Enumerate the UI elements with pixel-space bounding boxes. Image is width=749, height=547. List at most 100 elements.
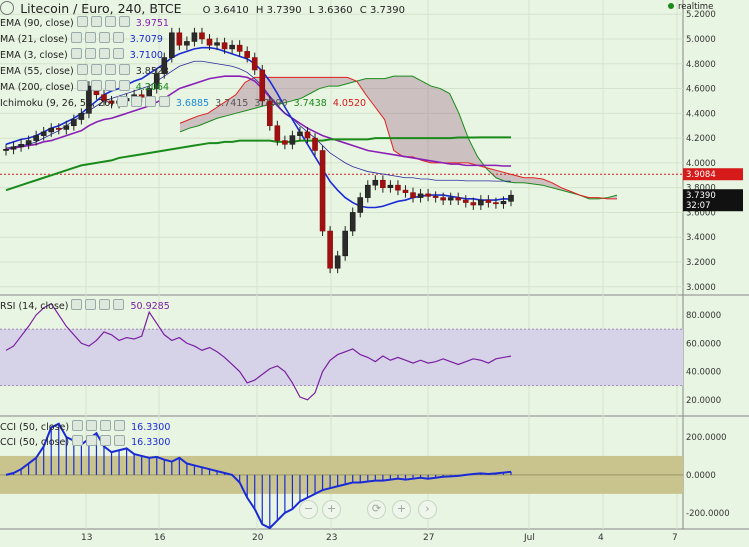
- indicator-value: 3.7100: [129, 50, 163, 61]
- indicator-legend-row[interactable]: EMA (90, close) 3.9751: [0, 16, 169, 31]
- cci-legend-row[interactable]: CCI (50, close) 16.3300: [0, 420, 170, 435]
- eye-icon[interactable]: [116, 96, 128, 107]
- close-icon[interactable]: [104, 80, 116, 91]
- realtime-indicator: realtime: [668, 2, 713, 12]
- candle: [387, 184, 394, 188]
- eye-icon[interactable]: [72, 435, 84, 446]
- close-icon[interactable]: [99, 299, 111, 310]
- price-tag-last: [683, 189, 743, 212]
- close-icon[interactable]: [100, 420, 112, 431]
- indicator-extra-value: 3.7390: [254, 98, 288, 109]
- candle: [372, 179, 379, 186]
- cci-axis-tick: 0.0000: [686, 471, 716, 481]
- indicator-legend-row[interactable]: EMA (3, close) 3.7100: [0, 48, 163, 63]
- cci-legend-row[interactable]: CCI (50, close) 16.3300: [0, 435, 170, 450]
- candle: [342, 230, 348, 257]
- candle: [108, 100, 115, 104]
- realtime-dot-icon: [668, 3, 674, 9]
- more-icon[interactable]: [112, 48, 124, 59]
- candle: [153, 73, 160, 89]
- gear-icon[interactable]: [84, 32, 96, 43]
- close-icon[interactable]: [104, 16, 116, 27]
- time-axis-tick: 20: [252, 533, 264, 543]
- gear-icon[interactable]: [86, 435, 98, 446]
- gear-icon[interactable]: [90, 64, 102, 75]
- ma-200-line: [5, 136, 511, 192]
- indicator-legend-row[interactable]: EMA (55, close) 3.8523: [0, 64, 169, 79]
- candle: [101, 94, 107, 102]
- nav-button-scroll-right[interactable]: ›: [418, 500, 437, 519]
- gear-icon[interactable]: [130, 96, 142, 107]
- candle: [206, 38, 213, 46]
- gear-icon[interactable]: [85, 299, 97, 310]
- candle: [161, 57, 168, 74]
- gear-icon[interactable]: [90, 16, 102, 27]
- close-icon[interactable]: [98, 48, 110, 59]
- indicator-label: Ichimoku (9, 26, 52, 26): [0, 98, 114, 109]
- symbol-title[interactable]: Litecoin / Euro, 240, BTCE: [20, 1, 182, 16]
- indicator-legend-row[interactable]: MA (200, close) 4.2064: [0, 80, 169, 95]
- gear-icon[interactable]: [90, 80, 102, 91]
- cci-value: 16.3300: [131, 422, 171, 433]
- candle: [289, 135, 296, 145]
- eye-icon[interactable]: [72, 420, 84, 431]
- price-tag-last-text: 3.7390: [686, 191, 716, 201]
- candle: [3, 148, 9, 151]
- senkou-span-a: [179, 75, 618, 200]
- close-icon[interactable]: [104, 64, 116, 75]
- ohlc-open-value: 3.6410: [213, 5, 249, 16]
- eye-icon[interactable]: [76, 64, 88, 75]
- close-icon[interactable]: [100, 435, 112, 446]
- nav-button-zoom-in[interactable]: +: [322, 500, 341, 519]
- candle: [327, 230, 333, 269]
- close-icon[interactable]: [144, 96, 156, 107]
- close-icon[interactable]: [98, 32, 110, 43]
- price-axis-tick: 3.8000: [686, 184, 716, 194]
- nav-button-reset[interactable]: ⟳: [367, 500, 386, 519]
- rsi-axis-tick: 80.0000: [686, 311, 721, 321]
- eye-icon[interactable]: [76, 80, 88, 91]
- ohlc-high-key: H: [255, 5, 264, 16]
- nav-button-zoom-in-2[interactable]: +: [392, 500, 411, 519]
- eye-icon[interactable]: [70, 48, 82, 59]
- rsi-legend-row[interactable]: RSI (14, close) 50.9285: [0, 299, 170, 314]
- indicator-extra-value: 3.7438: [293, 98, 327, 109]
- indicator-value: 4.2064: [135, 82, 170, 93]
- gear-icon[interactable]: [84, 48, 96, 59]
- gear-icon[interactable]: [86, 420, 98, 431]
- ema-90-line: [5, 75, 511, 167]
- more-icon[interactable]: [114, 435, 126, 446]
- more-icon[interactable]: [118, 16, 130, 27]
- indicator-legend-row[interactable]: MA (21, close) 3.7079: [0, 32, 163, 47]
- time-axis-tick: 16: [154, 533, 166, 543]
- more-icon[interactable]: [118, 80, 130, 91]
- candle: [470, 202, 477, 206]
- candle: [417, 193, 424, 198]
- time-axis-tick: 27: [423, 533, 434, 543]
- ohlc-close-key: C: [359, 5, 367, 16]
- eye-icon[interactable]: [70, 32, 82, 43]
- more-icon[interactable]: [114, 420, 126, 431]
- cci-label: CCI (50, close): [0, 422, 70, 433]
- more-icon[interactable]: [112, 32, 124, 43]
- eye-icon[interactable]: [71, 299, 83, 310]
- more-icon[interactable]: [113, 299, 125, 310]
- more-icon[interactable]: [118, 64, 130, 75]
- price-axis-tick: 4.4000: [686, 109, 716, 119]
- candle: [251, 57, 258, 71]
- candle: [244, 51, 250, 58]
- indicator-label: EMA (55, close): [0, 66, 74, 77]
- candle: [214, 42, 220, 46]
- candle: [349, 212, 356, 232]
- cci-label: CCI (50, close): [0, 437, 70, 448]
- more-icon[interactable]: [158, 96, 170, 107]
- candle: [229, 44, 235, 50]
- indicator-legend-row[interactable]: Ichimoku (9, 26, 52, 26) 3.6885 3.7415 3.73…: [0, 96, 366, 111]
- eye-icon[interactable]: [76, 16, 88, 27]
- nav-button-zoom-out[interactable]: −: [299, 500, 318, 519]
- rsi-line: [5, 302, 512, 401]
- time-axis-tick: 13: [81, 533, 92, 543]
- candle: [63, 125, 70, 130]
